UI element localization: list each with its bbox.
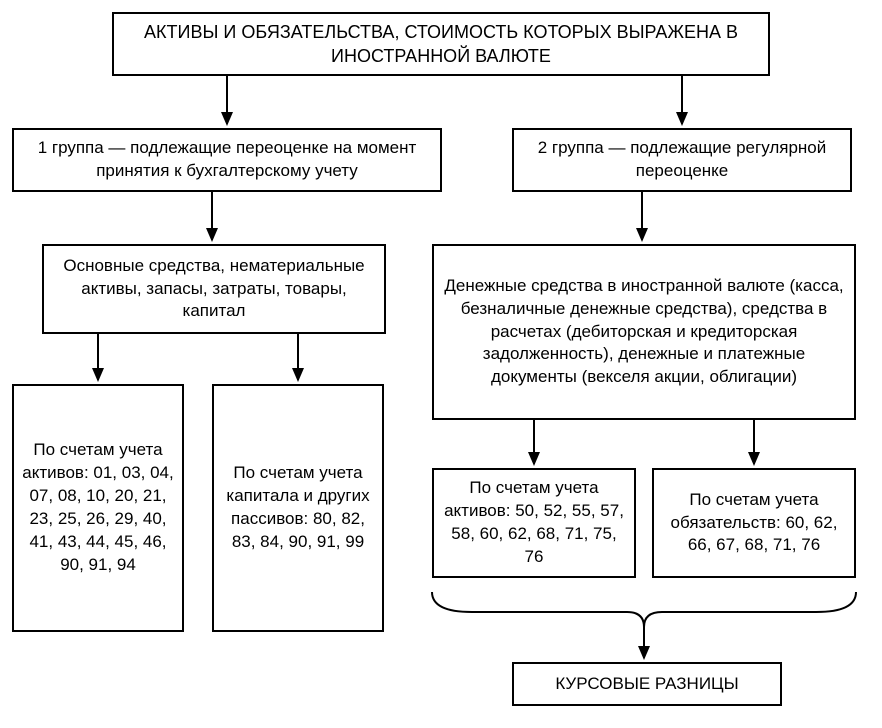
node-root: АКТИВЫ И ОБЯЗАТЕЛЬСТВА, СТОИМОСТЬ КОТОРЫ… bbox=[112, 12, 770, 76]
flowchart-diagram: АКТИВЫ И ОБЯЗАТЕЛЬСТВА, СТОИМОСТЬ КОТОРЫ… bbox=[12, 12, 870, 716]
node-group2: 2 группа — подлежащие регулярной переоце… bbox=[512, 128, 852, 192]
node-g1-assets-text: Основные средства, нематериальные активы… bbox=[52, 255, 376, 324]
node-fx-diff: КУРСОВЫЕ РАЗНИЦЫ bbox=[512, 662, 782, 706]
node-group1-text: 1 группа — подлежащие переоценке на моме… bbox=[22, 137, 432, 183]
node-root-text: АКТИВЫ И ОБЯЗАТЕЛЬСТВА, СТОИМОСТЬ КОТОРЫ… bbox=[122, 20, 760, 69]
node-group1: 1 группа — подлежащие переоценке на моме… bbox=[12, 128, 442, 192]
node-g1-accounts-capital: По счетам учета капитала и других пассив… bbox=[212, 384, 384, 632]
node-g2-accounts-assets-text: По счетам учета активов: 50, 52, 55, 57,… bbox=[442, 477, 626, 569]
node-g1-accounts-assets-text: По счетам учета активов: 01, 03, 04, 07,… bbox=[22, 439, 174, 577]
node-group2-text: 2 группа — подлежащие регулярной переоце… bbox=[522, 137, 842, 183]
node-g2-accounts-liab: По счетам учета обязательств: 60, 62, 66… bbox=[652, 468, 856, 578]
node-g2-assets: Денежные средства в иностранной валюте (… bbox=[432, 244, 856, 420]
node-g1-accounts-capital-text: По счетам учета капитала и других пассив… bbox=[222, 462, 374, 554]
node-g1-assets: Основные средства, нематериальные активы… bbox=[42, 244, 386, 334]
node-g2-accounts-liab-text: По счетам учета обязательств: 60, 62, 66… bbox=[662, 489, 846, 558]
node-g2-assets-text: Денежные средства в иностранной валюте (… bbox=[442, 275, 846, 390]
node-fx-diff-text: КУРСОВЫЕ РАЗНИЦЫ bbox=[555, 673, 738, 696]
node-g2-accounts-assets: По счетам учета активов: 50, 52, 55, 57,… bbox=[432, 468, 636, 578]
node-g1-accounts-assets: По счетам учета активов: 01, 03, 04, 07,… bbox=[12, 384, 184, 632]
curly-bracket bbox=[432, 592, 856, 627]
